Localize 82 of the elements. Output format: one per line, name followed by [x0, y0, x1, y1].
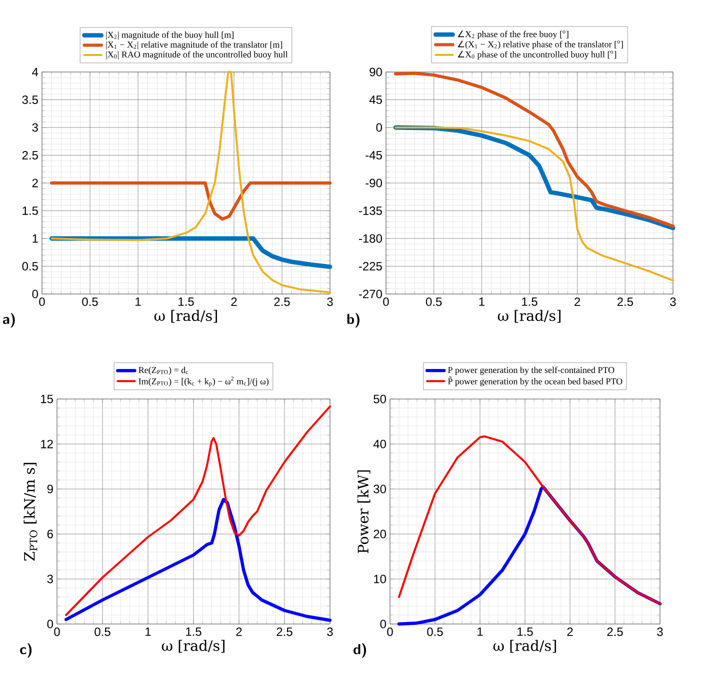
x-tick-label: 0 — [387, 628, 393, 636]
legend-label: |X$_{0}$| RAO magnitude of the uncontrolled buoy hull — [106, 51, 288, 60]
y-tick-label: 10 — [374, 574, 386, 584]
y-tick-label: -45 — [366, 151, 382, 160]
x-tick-label: 1.5 — [518, 628, 533, 636]
y-tick-label: 0 — [47, 620, 54, 628]
x-tick-label: 3 — [670, 298, 676, 306]
x-tick-label: 2.5 — [276, 628, 292, 636]
y-tick-label: 3 — [47, 574, 53, 584]
y-tick-label: 2 — [32, 178, 38, 188]
y-tick-label: 2.5 — [22, 151, 38, 160]
x-tick-label: 0.5 — [82, 298, 98, 306]
x-axis-title: ω [rad/s] — [493, 640, 556, 653]
x-tick-label: 2 — [231, 298, 237, 306]
text: d) — [354, 643, 366, 658]
legend-label: ∠X$_{2}$ phase of the free buoy [$^{o}$] — [458, 30, 568, 40]
line-series — [65, 405, 331, 616]
y-tick-label: 4 — [32, 68, 38, 76]
y-tick-label: 45 — [369, 96, 382, 104]
text: Im(Z$_{PTO}$) = [(k$_{c}$ + k$_{p}$) − ω$^{2}$ m$_{c}$]/(j ω) — [138, 376, 269, 387]
x-tick-label: 1 — [478, 628, 483, 636]
x-tick-label: 1.5 — [186, 628, 202, 636]
y-tick-label: 90 — [370, 68, 382, 76]
line-series — [394, 126, 674, 282]
line-series — [398, 435, 662, 605]
y-tick-label: 3 — [32, 123, 38, 132]
y-tick-label: 0 — [376, 123, 382, 132]
y-tick-label: -225 — [358, 262, 382, 270]
y-tick-label: 0.5 — [22, 262, 38, 270]
x-tick-label: 2.5 — [607, 628, 623, 636]
x-tick-label: 0 — [54, 628, 60, 636]
y-tick-label: -270 — [358, 290, 382, 298]
x-tick-label: 2 — [236, 628, 242, 636]
legend-label: P power generation by the self-contained PTO — [448, 366, 614, 375]
x-tick-label: 3 — [657, 628, 663, 636]
y-tick-label: 3.5 — [22, 96, 38, 104]
text: a) — [2, 313, 15, 328]
y-tick-label: -135 — [358, 206, 382, 215]
y-tick-label: 9 — [47, 484, 53, 494]
x-tick-label: 0.5 — [426, 298, 442, 306]
y-axis-title: Power [kW] — [357, 470, 370, 554]
legend-label: |X$_{2}$| magnitude of the buoy hull [m] — [106, 31, 234, 40]
x-tick-label: 2 — [574, 298, 580, 306]
legend-label: ∠(X$_{1}$ − X$_{2}$) relative phase of the translator [$^{o}$] — [458, 40, 623, 50]
y-tick-label: 12 — [41, 440, 53, 448]
y-tick-label: 0 — [32, 290, 38, 298]
x-tick-label: 1 — [479, 298, 484, 306]
legend-label: ∠X$_{0}$ phase of the uncontrolled buoy hull [$^{o}$] — [458, 50, 616, 60]
x-tick-label: 3 — [327, 298, 333, 306]
line-series — [64, 498, 332, 622]
x-tick-label: 1 — [146, 628, 151, 636]
legend-label: P̃ power generation by the ocean bed based PTO — [448, 376, 622, 386]
text: b) — [347, 313, 360, 328]
x-tick-label: 2.5 — [274, 298, 290, 306]
x-tick-label: 1.5 — [178, 298, 194, 306]
y-tick-label: 30 — [374, 484, 386, 494]
y-tick-label: 1 — [32, 234, 38, 243]
x-axis-title: ω [rad/s] — [162, 640, 224, 653]
y-tick-label: 0 — [380, 620, 386, 628]
y-tick-label: 20 — [374, 530, 386, 538]
x-tick-label: 2 — [567, 628, 573, 636]
x-tick-label: 0.5 — [94, 628, 110, 636]
legend-label: Re(Z$_{PTO}$) = d$_{c}$ — [138, 366, 188, 375]
text: c) — [20, 643, 32, 658]
y-axis-title: Z$_{PTO}$ [kN/m s] — [24, 462, 38, 561]
y-tick-label: 6 — [47, 530, 53, 538]
x-axis-title: ω [rad/s] — [498, 310, 560, 323]
x-axis-title: ω [rad/s] — [154, 310, 217, 323]
legend-label: |X$_{1}$ − X$_{2}$| relative magnitude of the translator [m] — [106, 41, 282, 50]
x-tick-label: 0.5 — [427, 628, 443, 636]
line-series — [50, 71, 331, 294]
y-tick-label: 40 — [373, 440, 386, 448]
y-tick-label: 50 — [374, 394, 386, 404]
x-tick-label: 1.5 — [522, 298, 538, 306]
line-series — [394, 72, 675, 228]
y-tick-label: 1.5 — [22, 206, 38, 215]
y-tick-label: 15 — [41, 394, 53, 404]
y-tick-label: -180 — [358, 234, 382, 243]
x-tick-label: 1 — [136, 298, 141, 306]
y-tick-label: -90 — [366, 178, 382, 188]
x-tick-label: 3 — [327, 628, 333, 636]
x-tick-label: 2.5 — [617, 298, 633, 306]
